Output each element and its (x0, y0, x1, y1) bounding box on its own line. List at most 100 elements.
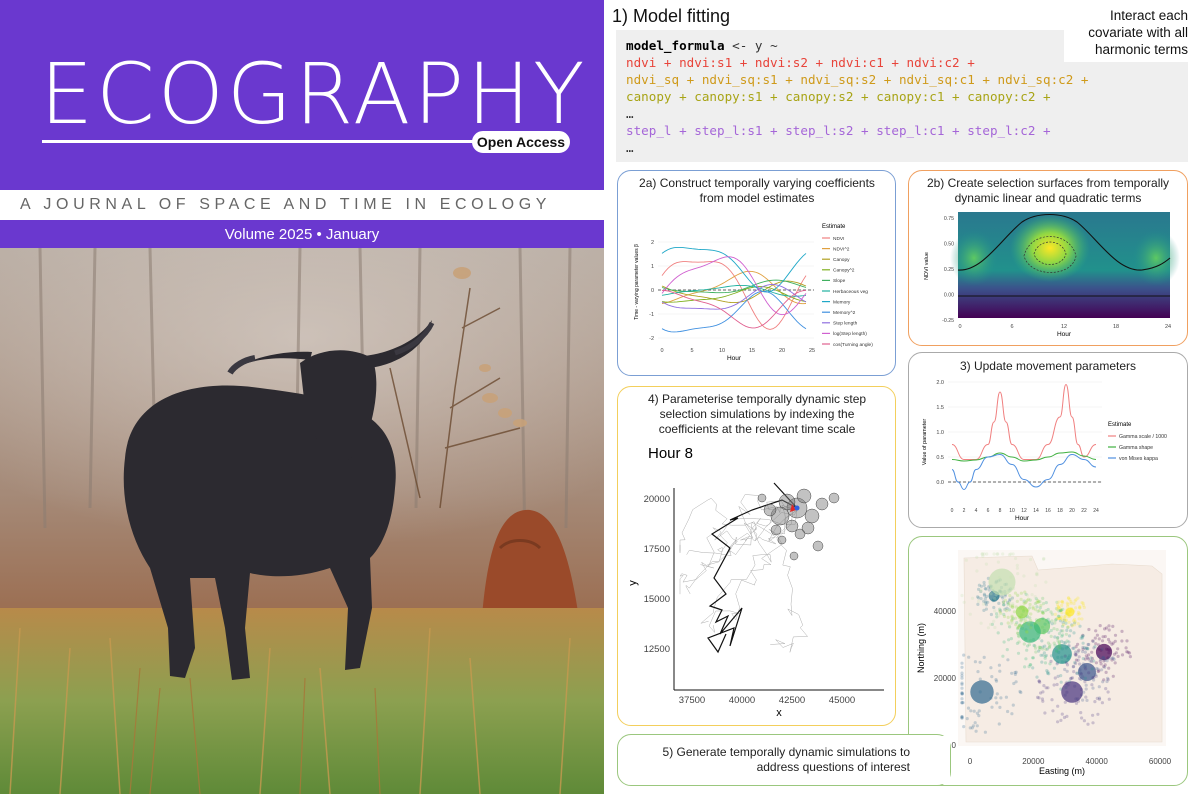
chart-2b-ytick: -0.25 (942, 318, 954, 324)
simulated-point (964, 558, 968, 562)
simulated-point (1041, 611, 1045, 615)
simulated-track (679, 509, 798, 595)
simulated-point (1008, 594, 1012, 598)
simulated-point (1040, 610, 1044, 615)
simulated-point (1058, 646, 1062, 650)
simulated-point (972, 709, 976, 713)
simulated-point (1074, 598, 1078, 602)
simulated-point (1097, 696, 1102, 700)
simulated-point (1002, 603, 1006, 607)
simulated-point (1031, 656, 1035, 660)
simulated-point (976, 670, 980, 674)
simulated-point (1060, 599, 1064, 603)
simulated-point (1056, 674, 1060, 678)
simulated-point (1030, 593, 1034, 597)
simulated-point (1003, 607, 1007, 611)
simulated-point (989, 666, 993, 670)
simulated-point (1105, 659, 1109, 663)
chart-5-xtick: 20000 (1022, 757, 1045, 766)
chart-4-xlabel: x (776, 707, 782, 719)
simulated-point (1063, 700, 1067, 704)
simulated-point (1041, 602, 1046, 606)
simulated-point (1081, 634, 1085, 638)
chart-2a-ylabel: Time - varying parameter values β (634, 244, 640, 320)
usage-circle (785, 519, 799, 533)
simulated-point (993, 597, 997, 601)
simulated-point (1127, 651, 1132, 655)
simulated-point (982, 552, 986, 556)
series-line-0 (661, 261, 807, 330)
simulated-point (1031, 666, 1035, 670)
simulated-point (990, 675, 994, 679)
contour-dashed (1023, 236, 1077, 273)
simulated-point (995, 615, 999, 619)
simulated-point (1065, 714, 1069, 718)
usage-circle (804, 508, 820, 524)
simulated-point (1019, 618, 1023, 622)
simulated-point (997, 663, 1001, 667)
simulated-point (1065, 669, 1069, 673)
legend-label: Gamma scale / 1000 (1119, 434, 1167, 440)
simulated-point (1063, 667, 1067, 672)
simulated-point (1004, 695, 1008, 699)
simulated-point (1091, 639, 1095, 643)
simulated-point (1067, 640, 1071, 644)
simulated-point (1076, 642, 1080, 646)
simulated-point (1102, 659, 1106, 663)
simulated-point (1097, 697, 1102, 701)
simulated-point (1096, 667, 1100, 671)
panel-5-title-line: 5) Generate temporally dynamic simulatio… (662, 745, 910, 759)
usage-circle (757, 493, 767, 503)
simulated-point (1076, 612, 1080, 616)
simulated-point (1010, 712, 1014, 716)
chart-3-xtick: 24 (1093, 508, 1099, 514)
simulated-point (971, 724, 975, 728)
simulated-point (973, 660, 977, 664)
panel-4-title-line: coefficients at the relevant time scale (658, 422, 856, 436)
simulated-point (1074, 658, 1078, 662)
simulated-point (1041, 690, 1045, 694)
chart-2a-ytick: 1 (651, 264, 654, 270)
simulated-point (1074, 653, 1078, 657)
simulated-point (1093, 644, 1097, 649)
simulated-point (1032, 643, 1036, 648)
simulated-point (1083, 680, 1087, 684)
simulated-point (1010, 671, 1014, 675)
simulated-point (1111, 656, 1115, 660)
simulated-point (1070, 676, 1075, 680)
simulated-point (1052, 641, 1056, 645)
simulated-point (1020, 624, 1024, 628)
simulated-point (1054, 617, 1058, 621)
panel-5-caption-box (617, 734, 951, 786)
simulated-point (1058, 607, 1062, 611)
simulated-point (1080, 617, 1084, 621)
simulated-point (1016, 593, 1020, 597)
simulated-point (1059, 674, 1063, 678)
simulated-point (981, 554, 985, 558)
code-line-formula: model_formula <- y ~ (626, 37, 778, 54)
simulated-point (1064, 632, 1068, 636)
simulated-point (1083, 646, 1087, 650)
chart-2a-coefficients: 210-1-2 0 5 10 15 20 25 Hour Time - varying p… (634, 224, 873, 362)
simulated-point (1041, 647, 1045, 651)
simulated-point (1002, 612, 1006, 617)
simulated-point (1056, 636, 1060, 640)
simulated-point (1041, 699, 1045, 703)
simulated-point (1080, 634, 1084, 639)
simulated-point (969, 709, 973, 713)
chart-2b-xtick: 6 (1010, 324, 1013, 330)
simulated-point (1079, 672, 1083, 676)
density-core (1052, 644, 1072, 664)
simulated-point (1031, 605, 1035, 609)
simulated-point (1073, 661, 1077, 665)
simulated-point (1052, 627, 1056, 631)
series-line-4 (661, 279, 807, 294)
simulated-point (1072, 646, 1076, 650)
simulated-point (1056, 608, 1060, 612)
simulated-point (1097, 654, 1101, 658)
chart-3-legend-title: Estimate (1108, 422, 1132, 428)
simulated-point (1029, 663, 1033, 667)
chart-4-ytick: 12500 (644, 644, 670, 655)
simulated-point (1017, 635, 1021, 639)
simulated-point (1071, 646, 1075, 650)
